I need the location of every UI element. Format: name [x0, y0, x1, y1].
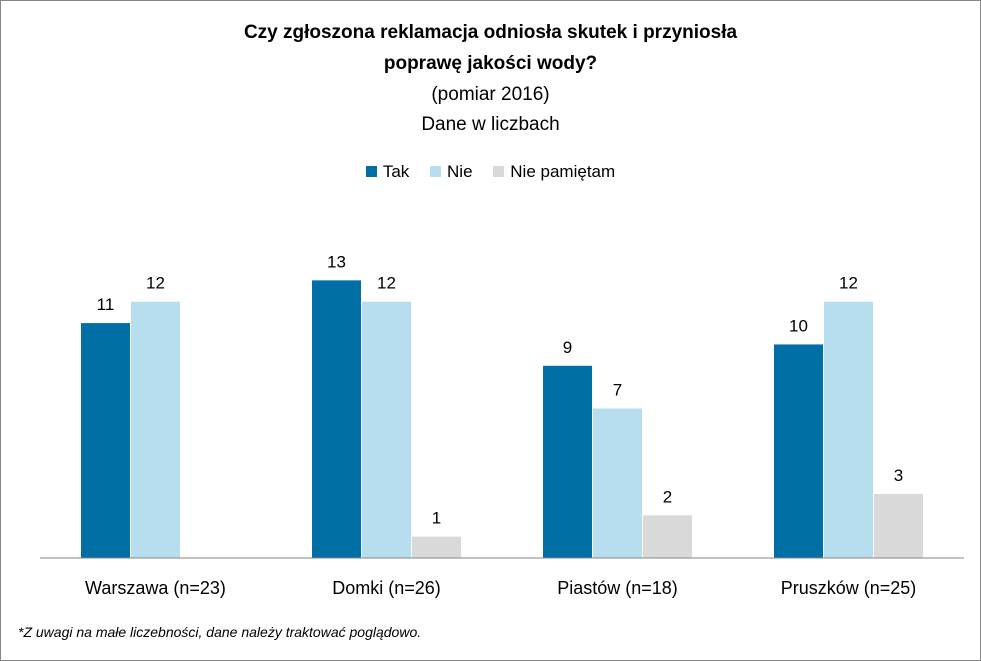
data-label-nie-pamiętam-3: 3 — [894, 466, 903, 485]
chart-subtitle-2: Dane w liczbach — [421, 114, 560, 135]
bar-tak-3 — [774, 344, 823, 558]
bar-tak-1 — [312, 280, 361, 558]
bar-nie-2 — [593, 408, 642, 558]
legend-item-nie: Nie — [430, 162, 473, 182]
data-label-tak-3: 10 — [789, 316, 808, 335]
data-label-nie-pamiętam-2: 2 — [663, 487, 672, 506]
bar-tak-0 — [81, 323, 130, 558]
data-label-tak-1: 13 — [327, 252, 346, 271]
data-label-nie-2: 7 — [613, 381, 622, 400]
category-label-2: Piastów (n=18) — [557, 578, 678, 598]
bar-nie-pamiętam-1 — [412, 536, 461, 558]
chart-title-line2: poprawę jakości wody? — [383, 53, 598, 74]
chart-subtitle: (pomiar 2016) — [431, 84, 550, 105]
data-label-nie-3: 12 — [839, 274, 858, 293]
legend-swatch-tak — [365, 165, 377, 177]
footnote: *Z uwagi na małe liczebności, dane należ… — [18, 624, 422, 640]
legend-label-nie-pamietam: Nie pamiętam — [510, 161, 616, 181]
bar-nie-0 — [131, 301, 180, 558]
legend-item-tak: Tak — [365, 161, 410, 182]
data-label-nie-0: 12 — [146, 274, 165, 293]
legend-label-nie: Nie — [447, 161, 473, 181]
legend-item-nie-pamietam: Nie pamiętam — [493, 162, 615, 182]
chart-title-line1: Czy zgłoszona reklamacja odniosła skutek… — [243, 22, 738, 43]
bar-nie-pamiętam-3 — [874, 493, 923, 558]
chart-legend: Tak Nie Nie pamiętam — [0, 161, 981, 182]
data-label-tak-0: 11 — [97, 295, 115, 314]
legend-label-tak: Tak — [382, 161, 410, 181]
data-label-tak-2: 9 — [563, 338, 572, 357]
bar-tak-2 — [543, 365, 592, 558]
data-label-nie-1: 12 — [377, 274, 396, 293]
bar-nie-1 — [362, 301, 411, 558]
category-label-0: Warszawa (n=23) — [85, 578, 226, 598]
bar-nie-pamiętam-2 — [643, 515, 692, 558]
category-label-1: Domki (n=26) — [332, 578, 441, 598]
category-label-3: Pruszków (n=25) — [781, 578, 917, 598]
data-label-nie-pamiętam-1: 1 — [432, 509, 441, 528]
bar-nie-3 — [824, 301, 873, 558]
legend-swatch-nie — [430, 165, 442, 177]
legend-swatch-nie-pamietam — [493, 165, 505, 177]
